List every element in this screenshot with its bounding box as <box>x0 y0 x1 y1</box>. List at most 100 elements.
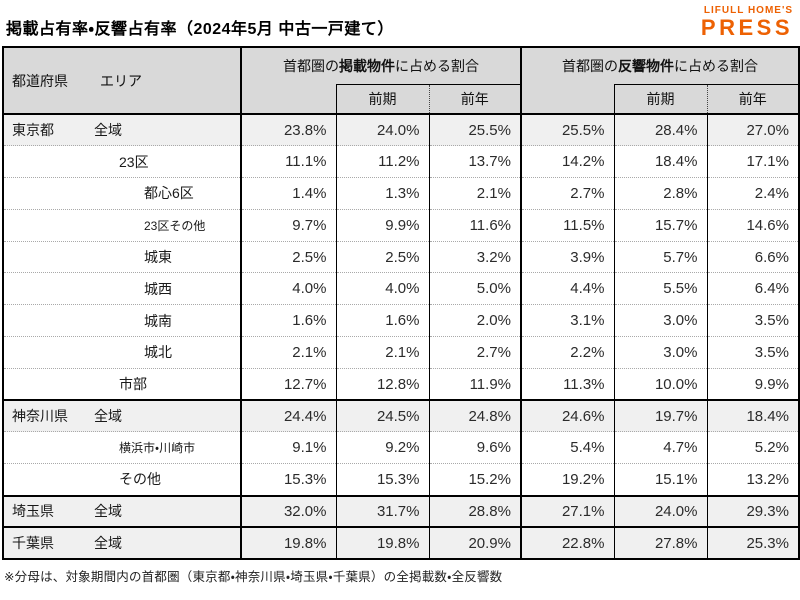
response-share-prev-period: 24.0% <box>614 494 708 528</box>
listing-share-prev-period: 2.5% <box>336 240 430 273</box>
listing-share-prev-period: 12.8% <box>336 367 430 401</box>
response-share-current: 19.2% <box>521 463 615 496</box>
response-share-prev-year: 3.5% <box>707 336 799 369</box>
footnote: ※分母は、対象期間内の首都圏（東京都・神奈川県・埼玉県・千葉県）の全掲載数・全反… <box>4 570 503 585</box>
table-row: 都心6区 1.4% 1.3% 2.1% 2.7% 2.8% 2.4% <box>3 177 799 210</box>
area-label: 城東 <box>144 249 172 266</box>
response-share-current: 2.2% <box>521 336 615 369</box>
top-bar: 掲載占有率・反響占有率（2024年5月 中古一戸建て） LIFULL HOME'… <box>0 0 800 46</box>
listing-share-current: 1.4% <box>241 177 337 210</box>
listing-share-prev-period: 9.2% <box>336 431 430 464</box>
listing-share-current: 11.1% <box>241 145 337 178</box>
listing-share-prev-year: 28.8% <box>429 494 522 528</box>
table-row: 千葉県 全域 19.8% 19.8% 20.9% 22.8% 27.8% 25.… <box>3 526 799 560</box>
response-share-prev-year: 27.0% <box>707 113 799 146</box>
area-label: 城北 <box>144 344 172 361</box>
response-share-prev-period: 10.0% <box>614 367 708 401</box>
table-header: 都道府県 エリア 首都圏の掲載物件に占める割合 首都圏の反響物件に占める割合 前期… <box>3 47 799 115</box>
response-share-current: 25.5% <box>521 113 615 146</box>
area-label: 全域 <box>94 122 122 139</box>
area-label: 全域 <box>94 503 122 520</box>
prefecture-label: 埼玉県 <box>12 503 54 520</box>
response-share-prev-period: 3.0% <box>614 304 708 337</box>
response-share-prev-year: 14.6% <box>707 208 799 242</box>
table-row: 市部 12.7% 12.8% 11.9% 11.3% 10.0% 9.9% <box>3 367 799 401</box>
listing-share-prev-year: 2.7% <box>429 336 522 369</box>
listing-share-current: 1.6% <box>241 304 337 337</box>
listing-share-prev-period: 9.9% <box>336 208 430 242</box>
header-prefecture-label: 都道府県 <box>12 72 68 89</box>
response-share-current: 24.6% <box>521 399 615 432</box>
response-share-prev-year: 3.5% <box>707 304 799 337</box>
table-row: 城北 2.1% 2.1% 2.7% 2.2% 3.0% 3.5% <box>3 336 799 369</box>
header-response-current-blank <box>521 84 615 115</box>
listing-share-prev-year: 11.9% <box>429 367 522 401</box>
response-share-prev-year: 25.3% <box>707 526 799 560</box>
listing-share-current: 4.0% <box>241 272 337 305</box>
response-share-current: 3.1% <box>521 304 615 337</box>
listing-share-prev-year: 9.6% <box>429 431 522 464</box>
area-cell: 市部 <box>3 367 242 401</box>
response-share-prev-period: 15.7% <box>614 208 708 242</box>
response-share-prev-year: 13.2% <box>707 463 799 496</box>
response-share-prev-period: 27.8% <box>614 526 708 560</box>
header-area-label: エリア <box>100 72 142 89</box>
response-share-prev-year: 2.4% <box>707 177 799 210</box>
response-share-prev-period: 28.4% <box>614 113 708 146</box>
listing-share-prev-year: 24.8% <box>429 399 522 432</box>
response-share-prev-period: 3.0% <box>614 336 708 369</box>
response-share-prev-year: 5.2% <box>707 431 799 464</box>
table-row: 城西 4.0% 4.0% 5.0% 4.4% 5.5% 6.4% <box>3 272 799 305</box>
header-listing-current-blank <box>241 84 337 115</box>
table-row: 横浜市・川崎市 9.1% 9.2% 9.6% 5.4% 4.7% 5.2% <box>3 431 799 464</box>
prefecture-label: 神奈川県 <box>12 408 68 425</box>
area-cell: 城北 <box>3 336 242 369</box>
listing-share-current: 15.3% <box>241 463 337 496</box>
header-response-prev-year: 前年 <box>707 83 799 115</box>
listing-share-prev-year: 20.9% <box>429 526 522 560</box>
area-label: 城南 <box>144 312 172 329</box>
response-share-current: 22.8% <box>521 526 615 560</box>
response-share-prev-period: 18.4% <box>614 145 708 178</box>
header-listing-prev-period: 前期 <box>336 83 430 115</box>
table-row: 城東 2.5% 2.5% 3.2% 3.9% 5.7% 6.6% <box>3 240 799 273</box>
table-row: 23区その他 9.7% 9.9% 11.6% 11.5% 15.7% 14.6% <box>3 208 799 242</box>
area-cell: 城東 <box>3 240 242 273</box>
area-label: その他 <box>119 471 161 488</box>
listing-share-prev-year: 11.6% <box>429 208 522 242</box>
response-share-current: 11.5% <box>521 208 615 242</box>
listing-share-prev-year: 2.1% <box>429 177 522 210</box>
table-body: 東京都 全域 23.8% 24.0% 25.5% 25.5% 28.4% 27.… <box>3 113 799 560</box>
response-share-prev-year: 6.6% <box>707 240 799 273</box>
header-listing-group: 首都圏の掲載物件に占める割合 <box>241 47 522 84</box>
response-share-prev-period: 19.7% <box>614 399 708 432</box>
table-row: 東京都 全域 23.8% 24.0% 25.5% 25.5% 28.4% 27.… <box>3 113 799 146</box>
response-share-prev-period: 5.7% <box>614 240 708 273</box>
table-row: 埼玉県 全域 32.0% 31.7% 28.8% 27.1% 24.0% 29.… <box>3 494 799 528</box>
area-cell: 神奈川県 全域 <box>3 399 242 432</box>
response-share-current: 4.4% <box>521 272 615 305</box>
area-label: 全域 <box>94 408 122 425</box>
prefecture-label: 東京都 <box>12 122 54 139</box>
listing-share-prev-year: 15.2% <box>429 463 522 496</box>
header-listing-prev-year: 前年 <box>429 83 522 115</box>
listing-share-prev-period: 24.5% <box>336 399 430 432</box>
area-cell: 埼玉県 全域 <box>3 494 242 528</box>
listing-share-current: 32.0% <box>241 494 337 528</box>
page-title: 掲載占有率・反響占有率（2024年5月 中古一戸建て） <box>6 21 394 38</box>
listing-share-current: 19.8% <box>241 526 337 560</box>
response-share-current: 11.3% <box>521 367 615 401</box>
listing-share-prev-period: 4.0% <box>336 272 430 305</box>
area-cell: 城西 <box>3 272 242 305</box>
table-row: 城南 1.6% 1.6% 2.0% 3.1% 3.0% 3.5% <box>3 304 799 337</box>
response-share-current: 27.1% <box>521 494 615 528</box>
listing-share-prev-period: 1.3% <box>336 177 430 210</box>
response-share-prev-period: 5.5% <box>614 272 708 305</box>
area-cell: その他 <box>3 463 242 496</box>
listing-share-current: 12.7% <box>241 367 337 401</box>
response-share-current: 14.2% <box>521 145 615 178</box>
prefecture-label: 千葉県 <box>12 535 54 552</box>
area-cell: 千葉県 全域 <box>3 526 242 560</box>
area-label: 23区その他 <box>144 218 206 233</box>
listing-share-prev-period: 31.7% <box>336 494 430 528</box>
